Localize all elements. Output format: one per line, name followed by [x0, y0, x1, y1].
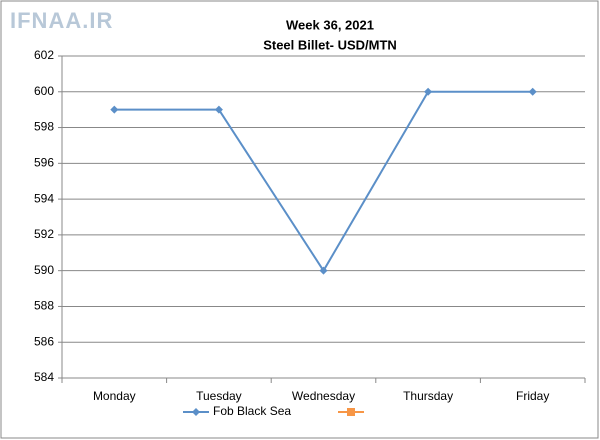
y-tick-label: 592 — [34, 227, 54, 241]
point — [528, 87, 537, 96]
x-tick-label: Tuesday — [196, 389, 242, 403]
legend-marker — [347, 408, 355, 416]
y-tick-label: 590 — [34, 263, 54, 277]
y-tick-label: 586 — [34, 334, 54, 348]
x-tick-label: Monday — [93, 389, 136, 403]
chart-subtitle: Steel Billet- USD/MTN — [263, 37, 397, 52]
point — [110, 105, 119, 114]
y-tick-label: 600 — [34, 84, 54, 98]
point — [319, 266, 328, 275]
x-tick-label: Friday — [516, 389, 549, 403]
point — [424, 87, 433, 96]
y-tick-label: 602 — [34, 48, 54, 62]
legend-label: Fob Black Sea — [213, 404, 291, 418]
legend-marker — [192, 408, 200, 416]
point — [214, 105, 223, 114]
y-tick-label: 584 — [34, 370, 54, 384]
y-tick-label: 594 — [34, 191, 54, 205]
y-tick-label: 596 — [34, 156, 54, 170]
y-tick-label: 598 — [34, 120, 54, 134]
x-tick-label: Thursday — [403, 389, 453, 403]
watermark: IFNAA.IR — [10, 8, 113, 33]
x-tick-label: Wednesday — [292, 389, 355, 403]
chart-title: Week 36, 2021 — [286, 17, 374, 32]
y-tick-label: 588 — [34, 299, 54, 313]
